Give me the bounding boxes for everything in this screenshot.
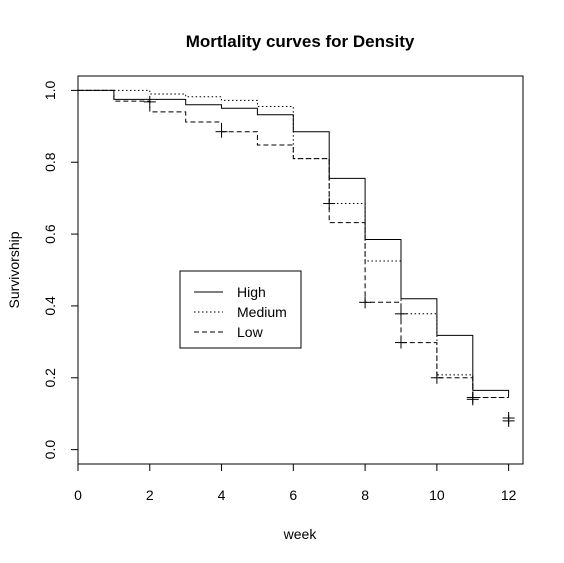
y-tick-label: 0.6 [42, 224, 58, 244]
y-tick-label: 0.4 [42, 296, 58, 316]
x-tick-label: 4 [218, 487, 226, 503]
y-tick-label: 0.2 [42, 368, 58, 388]
x-tick-label: 12 [501, 487, 517, 503]
legend-label: Low [237, 324, 264, 340]
censor-mark-low [215, 125, 228, 138]
y-tick-label: 0.8 [42, 152, 58, 172]
plot-frame [77, 75, 524, 465]
legend-item-medium: Medium [194, 304, 287, 320]
y-axis: 0.0 0.2 0.4 0.6 0.8 1.0 [42, 80, 79, 460]
series-layer [78, 89, 515, 427]
x-tick-label: 0 [74, 487, 82, 503]
chart-title: Mortlality curves for Density [186, 32, 415, 51]
legend: High Medium Low [179, 270, 302, 349]
y-tick-label: 1.0 [42, 80, 58, 100]
x-tick-label: 10 [429, 487, 445, 503]
censor-mark-low [430, 371, 443, 384]
legend-box [179, 270, 302, 349]
censor-mark-low [394, 336, 407, 349]
x-axis-label: week [283, 526, 318, 542]
legend-item-high: High [194, 284, 266, 300]
censor-mark-low [143, 95, 156, 108]
series-line-high [78, 89, 510, 398]
censor-mark-low [466, 393, 479, 406]
x-tick-label: 6 [289, 487, 297, 503]
series-line-medium [78, 89, 509, 398]
censor-mark-low [502, 414, 515, 427]
x-tick-label: 2 [146, 487, 154, 503]
y-axis-label: Survivorship [6, 231, 22, 308]
series-line-low [78, 89, 509, 398]
x-tick-label: 8 [361, 487, 369, 503]
legend-label: Medium [237, 304, 287, 320]
x-axis: 0 2 4 6 8 10 12 [74, 463, 517, 503]
legend-label: High [237, 284, 266, 300]
censor-mark-low [359, 296, 372, 309]
legend-item-low: Low [194, 324, 264, 340]
y-tick-label: 0.0 [42, 440, 58, 460]
